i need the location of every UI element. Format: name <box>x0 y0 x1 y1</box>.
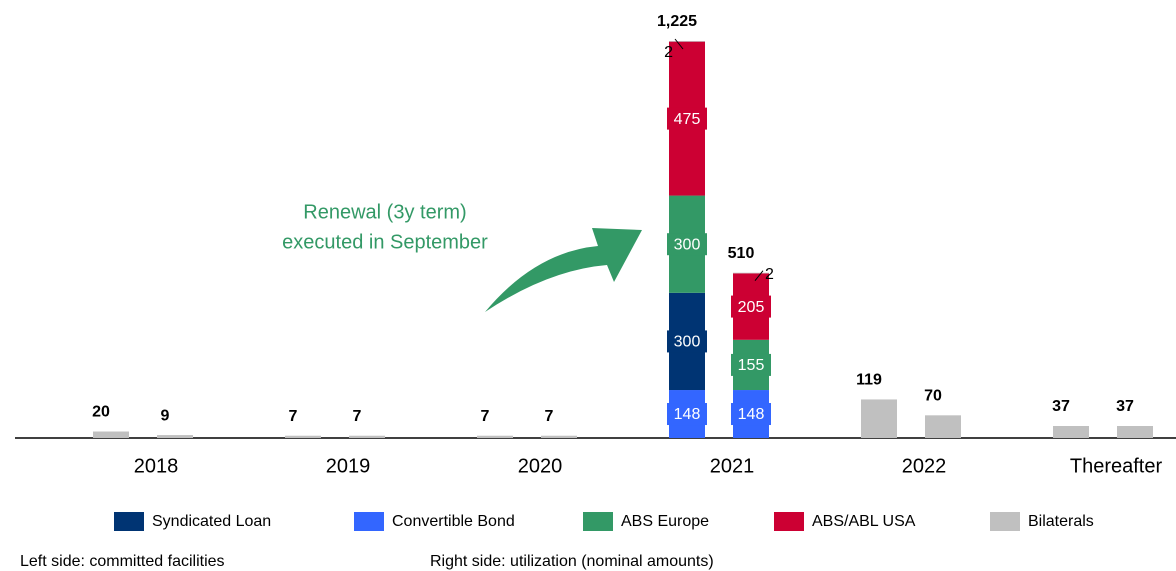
total-label: 1,225 <box>657 13 697 30</box>
total-label: 510 <box>728 245 755 262</box>
total-label: 7 <box>545 408 554 425</box>
segment-label: 300 <box>674 334 701 351</box>
segment-label: 148 <box>674 406 701 423</box>
total-label: 70 <box>924 388 942 405</box>
total-label: 20 <box>92 404 110 421</box>
x-tick-label: 2022 <box>902 455 947 477</box>
segment-label-box <box>731 403 771 426</box>
segment-label: 2 <box>664 44 673 61</box>
total-label: 37 <box>1052 398 1070 415</box>
annotation: Renewal (3y term) <box>303 201 466 223</box>
x-tick-label: 2020 <box>518 455 563 477</box>
legend-label: ABS Europe <box>621 513 709 530</box>
bar-segment <box>477 435 513 438</box>
bar-segment <box>861 399 897 438</box>
footnote: Left side: committed facilities <box>20 553 225 570</box>
bar-segment <box>925 415 961 438</box>
segment-label-box <box>667 107 707 130</box>
bar-segment <box>285 435 321 438</box>
segment-label-box <box>731 295 771 318</box>
segment-label: 475 <box>674 111 701 128</box>
total-label: 7 <box>353 408 362 425</box>
x-tick-label: Thereafter <box>1070 455 1163 477</box>
legend-swatch <box>774 512 804 531</box>
footnote: Right side: utilization (nominal amounts… <box>430 553 714 570</box>
legend-label: Convertible Bond <box>392 513 515 530</box>
bar-segment <box>349 435 385 438</box>
bar-segment <box>157 435 193 438</box>
legend-swatch <box>114 512 144 531</box>
leader-line <box>754 270 764 282</box>
segment-label-box <box>731 353 771 376</box>
segment-label: 300 <box>674 236 701 253</box>
segment-label-box <box>667 330 707 353</box>
bar-segment <box>93 431 129 438</box>
bar-segment <box>669 41 705 42</box>
legend-swatch <box>583 512 613 531</box>
segment-label: 2 <box>765 266 774 283</box>
legend-label: Syndicated Loan <box>152 513 271 530</box>
annotation-arrow <box>485 228 642 312</box>
legend-label: Bilaterals <box>1028 513 1094 530</box>
segment-label-box <box>667 233 707 256</box>
total-label: 7 <box>481 408 490 425</box>
x-tick-label: 2018 <box>134 455 179 477</box>
total-label: 9 <box>161 407 170 424</box>
x-tick-label: 2019 <box>326 455 371 477</box>
annotation: executed in September <box>282 231 488 253</box>
bar-segment <box>733 272 769 274</box>
bar-segment <box>541 435 577 438</box>
segment-label: 155 <box>738 357 765 374</box>
leader-line <box>674 38 684 50</box>
legend-swatch <box>990 512 1020 531</box>
x-tick-label: 2021 <box>710 455 755 477</box>
total-label: 119 <box>856 372 882 389</box>
total-label: 37 <box>1116 398 1134 415</box>
legend-swatch <box>354 512 384 531</box>
bar-segment <box>1053 426 1089 438</box>
segment-label-box <box>667 403 707 426</box>
segment-label: 148 <box>738 406 765 423</box>
bar-segment <box>1117 426 1153 438</box>
segment-label: 205 <box>738 299 765 316</box>
total-label: 7 <box>289 408 298 425</box>
legend-label: ABS/ABL USA <box>812 513 916 530</box>
